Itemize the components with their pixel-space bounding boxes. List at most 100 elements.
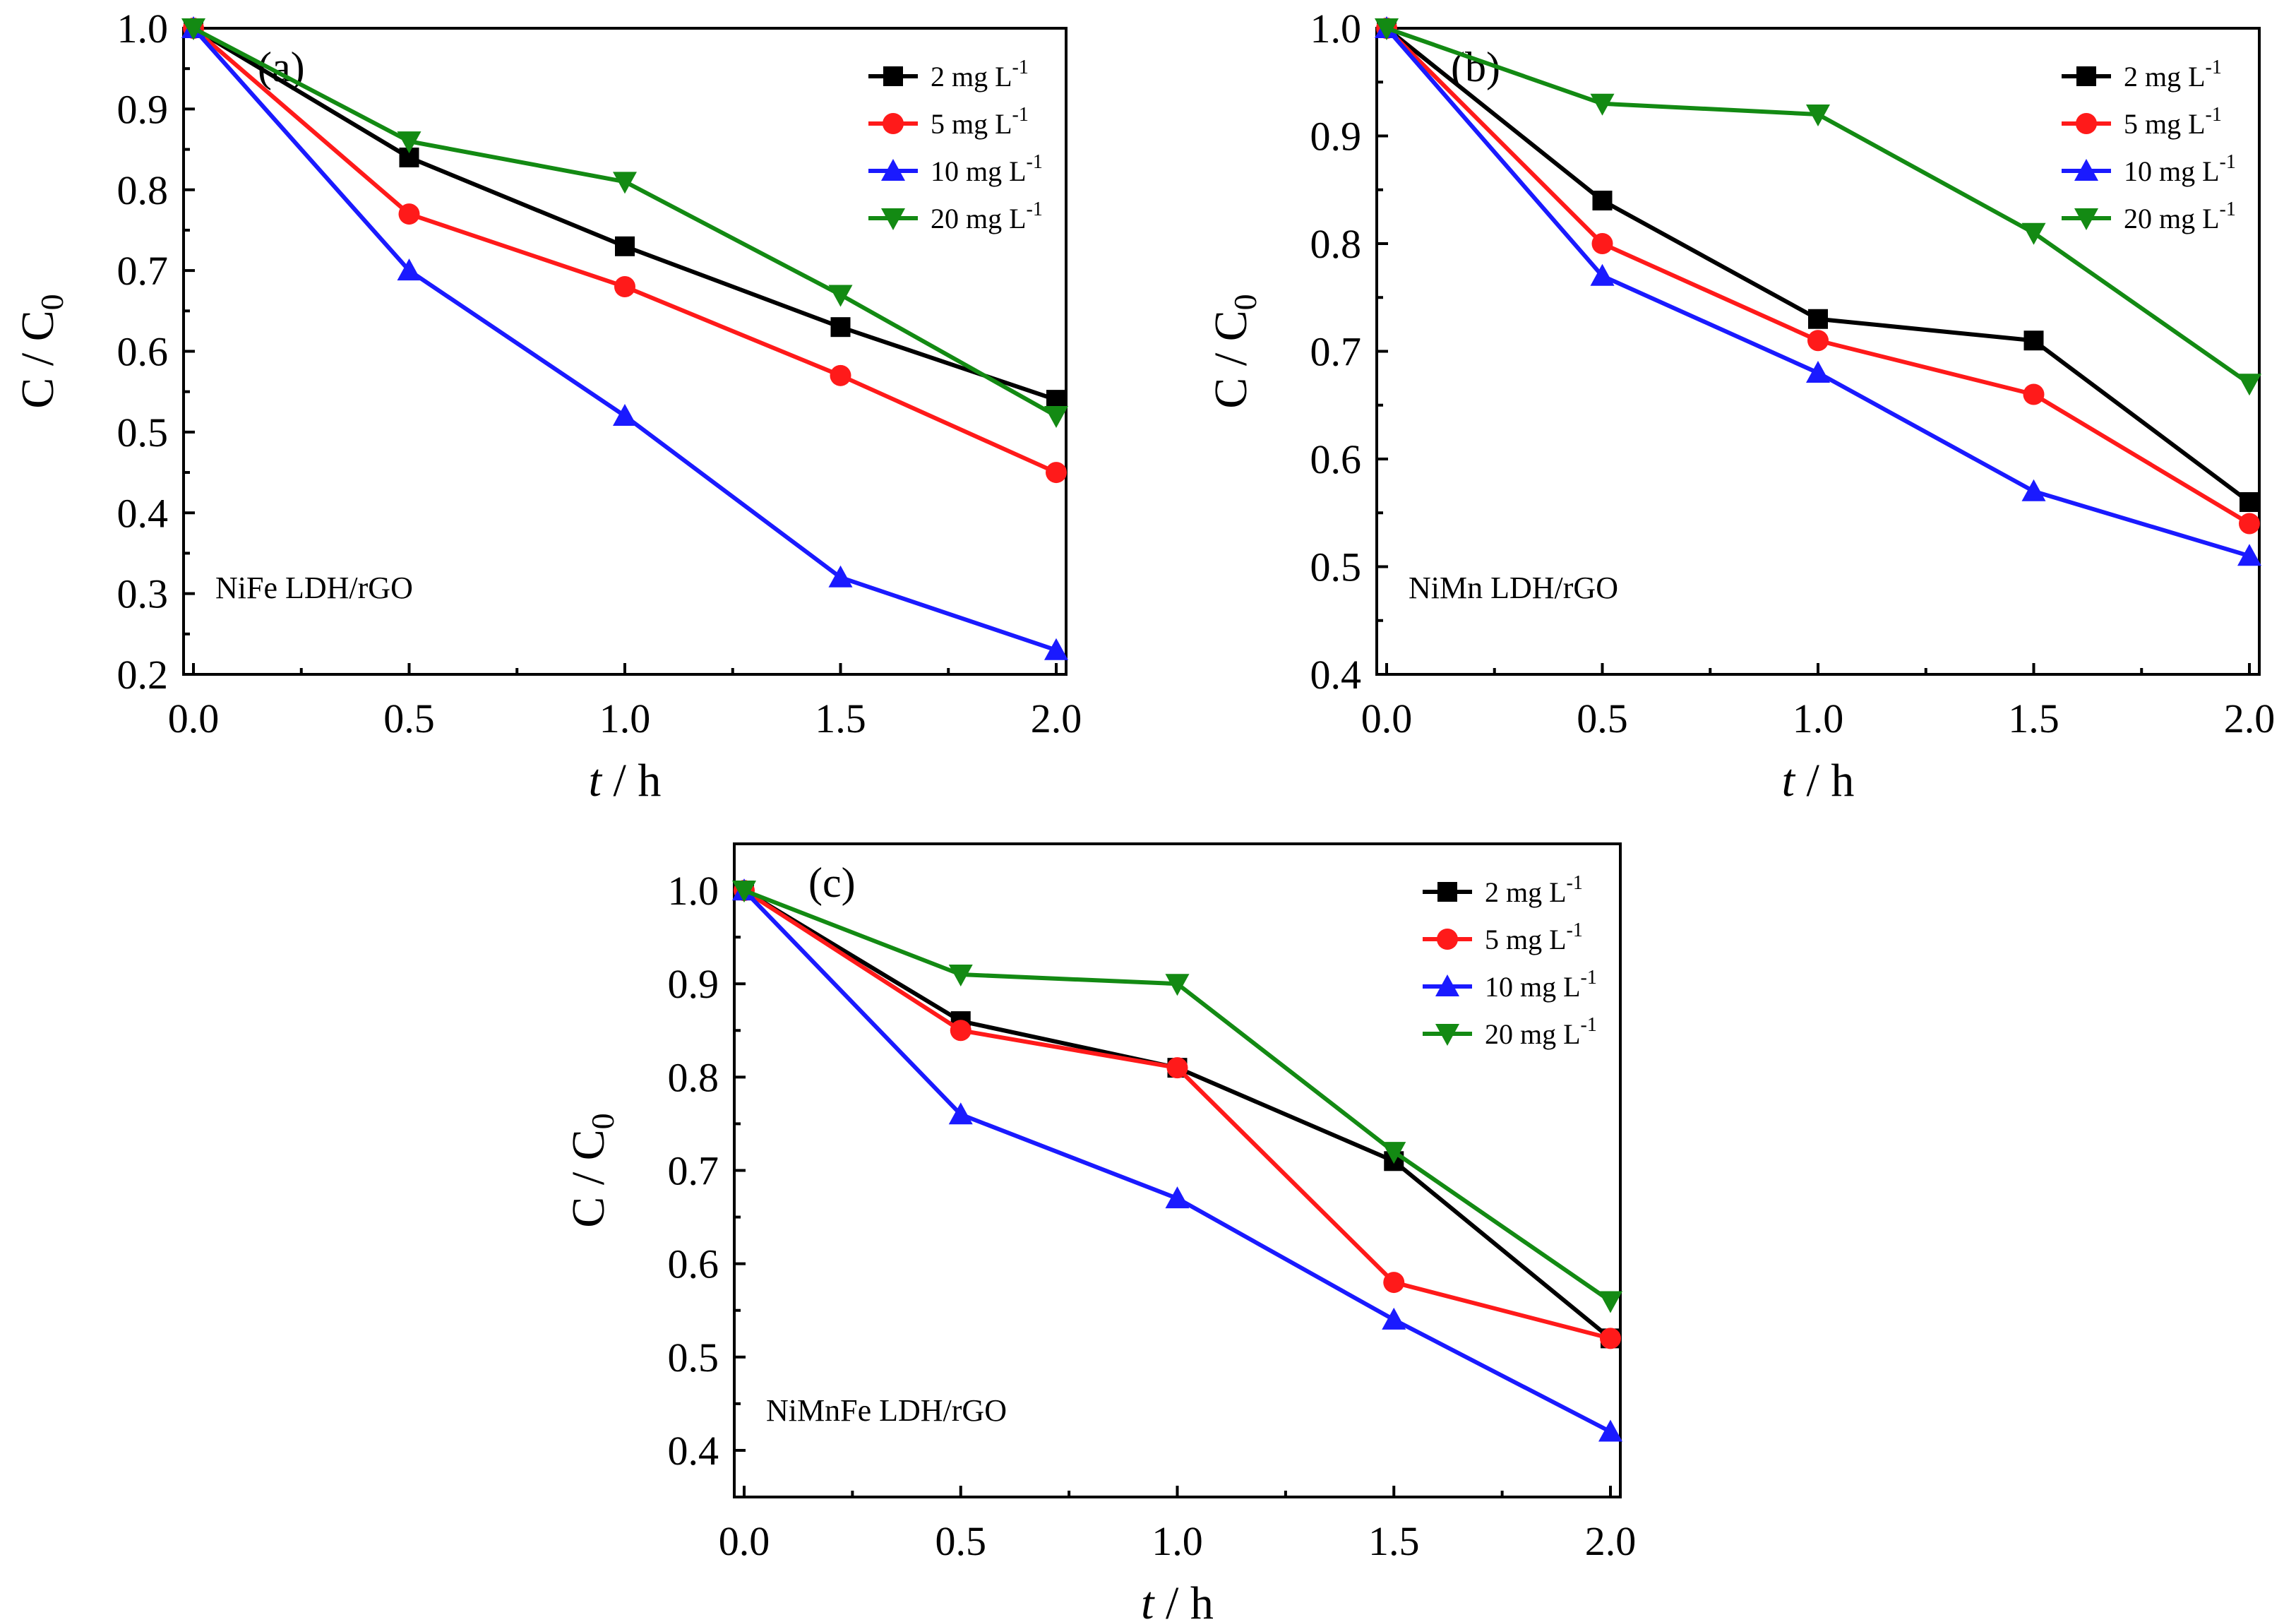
legend-label-exponent: -1: [2220, 151, 2236, 173]
legend-entry: 10 mg L-1: [868, 151, 1043, 187]
data-point: [2237, 544, 2261, 566]
legend-label: 2 mg L-1: [2124, 56, 2222, 93]
chart-panel-c: 0.0 0.5 1.0 1.5 2.0 0.4 0.5 0.6 0.7 0.8 0.9 1.0 t / …: [563, 842, 1636, 1622]
y-axis-title-subscript: 0: [1227, 294, 1263, 310]
legend-label-main: 10 mg L: [931, 155, 1027, 187]
data-point: [181, 18, 205, 40]
y-tick-label: 0.3: [117, 571, 169, 617]
y-tick-label: 1.0: [117, 6, 169, 52]
legend-label-exponent: -1: [1027, 151, 1043, 173]
legend-label-exponent: -1: [2206, 56, 2222, 78]
data-point: [1046, 462, 1067, 484]
series-20-mg: [732, 881, 1622, 1313]
y-tick-label: 0.7: [668, 1148, 719, 1194]
data-point: [1382, 1307, 1406, 1330]
data-point: [2021, 479, 2046, 501]
x-tick-label: 1.5: [2008, 696, 2059, 741]
data-point: [830, 364, 851, 386]
series-line: [743, 888, 1612, 1303]
series-20-mg: [181, 18, 1068, 428]
x-tick-label: 0.5: [383, 696, 435, 741]
legend-label: 2 mg L-1: [931, 56, 1029, 93]
data-point: [397, 258, 421, 281]
legend-marker: [1435, 1024, 1459, 1046]
legend-label-main: 20 mg L: [2124, 203, 2220, 234]
x-axis-title-unit: / h: [602, 755, 661, 806]
data-point: [1165, 974, 1190, 996]
legend-entry: 10 mg L-1: [1423, 967, 1597, 1003]
x-axis-title: t / h: [1782, 755, 1855, 806]
y-axis-title-subscript: 0: [585, 1113, 621, 1129]
legend-marker: [1437, 929, 1458, 950]
legend-label-main: 20 mg L: [1485, 1018, 1581, 1050]
legend-marker: [1435, 974, 1459, 996]
data-point: [2023, 383, 2045, 405]
data-point: [2021, 222, 2046, 245]
y-tick-label: 0.9: [117, 86, 169, 132]
series-10-mg: [1375, 16, 2261, 566]
y-tick-label: 0.7: [117, 248, 169, 294]
legend-marker: [881, 159, 905, 181]
data-point: [950, 1020, 971, 1042]
series-line: [1385, 26, 2251, 504]
legend-marker: [2076, 66, 2096, 86]
y-axis-title-main: C / C: [563, 1129, 614, 1227]
data-point: [828, 565, 853, 588]
sample-label: NiFe LDH/rGO: [215, 571, 413, 605]
data-point: [948, 965, 973, 986]
legend-marker: [2074, 208, 2098, 230]
legend-label: 10 mg L-1: [1485, 967, 1597, 1003]
data-point: [1598, 1419, 1622, 1442]
y-tick-label: 0.6: [668, 1241, 719, 1287]
legend-label-main: 2 mg L: [931, 61, 1012, 93]
data-point: [1590, 263, 1615, 286]
y-tick-label: 0.4: [117, 490, 169, 536]
series-line: [743, 888, 1612, 1340]
data-point: [828, 285, 853, 307]
series-line: [1385, 26, 2251, 526]
legend-label-main: 10 mg L: [2124, 155, 2220, 187]
legend-label-exponent: -1: [1012, 56, 1029, 78]
sample-label: NiMnFe LDH/rGO: [766, 1393, 1007, 1428]
legend-entry: 20 mg L-1: [1423, 1014, 1597, 1050]
legend-label-exponent: -1: [1012, 104, 1029, 126]
data-point: [613, 172, 637, 194]
y-tick-label: 1.0: [1310, 6, 1362, 52]
data-point: [732, 881, 756, 903]
data-point: [2239, 513, 2260, 535]
data-point: [1591, 233, 1613, 254]
data-point: [1808, 309, 1828, 329]
data-point: [398, 203, 420, 225]
x-axis-title: t / h: [589, 755, 662, 806]
series-20-mg: [1375, 18, 2261, 396]
x-tick-label: 1.5: [1368, 1518, 1420, 1564]
data-point: [1592, 191, 1613, 210]
series-line: [191, 27, 1057, 652]
legend-entry: 20 mg L-1: [868, 198, 1043, 234]
legend-label-exponent: -1: [1027, 198, 1043, 220]
legend-label-exponent: -1: [1567, 872, 1583, 894]
legend-marker: [2074, 159, 2098, 181]
data-point: [1600, 1328, 1621, 1349]
legend-marker: [881, 208, 905, 230]
x-tick-label: 0.5: [1577, 696, 1628, 741]
y-axis-title-main: C / C: [1205, 310, 1257, 408]
legend-entry: 2 mg L-1: [1423, 872, 1583, 908]
data-point: [614, 276, 635, 297]
data-point: [615, 236, 635, 256]
x-axis-title: t / h: [1141, 1578, 1214, 1622]
x-tick-label: 0.5: [935, 1518, 987, 1564]
data-point: [1383, 1272, 1405, 1294]
legend-label-main: 20 mg L: [931, 203, 1027, 234]
data-point: [948, 1102, 973, 1125]
y-tick-label: 0.6: [1310, 436, 1362, 482]
legend-label: 20 mg L-1: [931, 198, 1043, 234]
y-tick-label: 1.0: [668, 868, 719, 914]
legend-entry: 5 mg L-1: [1423, 919, 1583, 955]
data-point: [1165, 1186, 1190, 1209]
legend-label-exponent: -1: [1567, 919, 1583, 941]
data-point: [830, 317, 851, 338]
y-axis-title-subscript: 0: [34, 294, 70, 310]
legend-entry: 10 mg L-1: [2062, 151, 2236, 187]
y-tick-label: 0.9: [668, 961, 719, 1007]
